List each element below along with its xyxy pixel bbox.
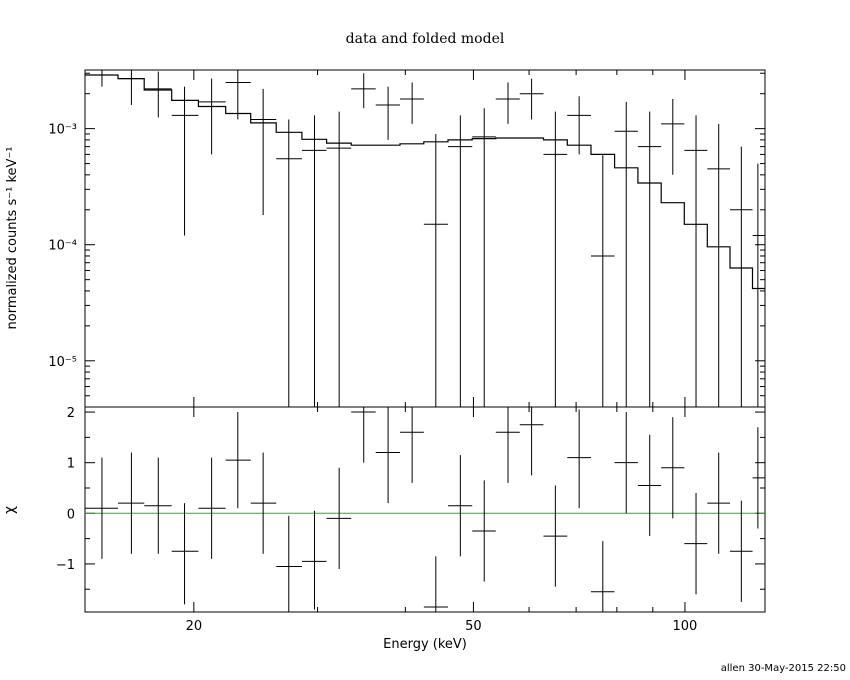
residual-panel: 2 1 0 −1 χ 20 50 100 Energy (keV) bbox=[2, 406, 766, 652]
spectrum-panel: 10⁻³ 10⁻⁴ 10⁻⁵ normalized counts s⁻¹ keV⁻¹ bbox=[5, 69, 766, 408]
data-point bbox=[399, 407, 424, 483]
data-point bbox=[399, 82, 424, 124]
y-tick-label: 10⁻³ bbox=[48, 123, 77, 138]
data-point bbox=[198, 78, 226, 155]
data-point bbox=[326, 111, 352, 407]
data-point bbox=[684, 493, 708, 595]
data-point bbox=[301, 510, 327, 610]
data-point bbox=[276, 515, 302, 612]
data-point bbox=[729, 500, 753, 602]
x-axis-label: Energy (keV) bbox=[383, 637, 467, 652]
residual-axis-ticks bbox=[85, 407, 765, 612]
data-point bbox=[519, 78, 544, 120]
y-tick-label: 1 bbox=[67, 457, 75, 472]
data-point bbox=[472, 480, 496, 582]
data-point bbox=[326, 467, 352, 569]
data-point bbox=[590, 154, 615, 407]
data-point bbox=[171, 503, 199, 605]
data-point bbox=[495, 407, 520, 483]
data-point bbox=[171, 86, 199, 236]
data-point bbox=[144, 71, 172, 118]
residual-data-points bbox=[85, 407, 765, 612]
data-point bbox=[707, 123, 730, 407]
data-point bbox=[590, 541, 615, 612]
data-point bbox=[225, 412, 251, 509]
data-point bbox=[423, 556, 448, 612]
data-point bbox=[637, 434, 662, 537]
data-point bbox=[661, 99, 685, 175]
y-tick-label: 10⁻⁴ bbox=[48, 239, 77, 254]
model-line bbox=[85, 74, 765, 290]
data-point bbox=[684, 115, 708, 407]
spectrum-y-axis-label: normalized counts s⁻¹ keV⁻¹ bbox=[5, 147, 20, 330]
data-point bbox=[543, 485, 568, 587]
model-histogram bbox=[85, 74, 765, 290]
y-tick-label: 10⁻⁵ bbox=[48, 355, 77, 370]
data-point bbox=[198, 457, 226, 559]
data-point bbox=[472, 108, 496, 407]
data-point bbox=[144, 457, 172, 554]
y-tick-label: 0 bbox=[67, 507, 75, 522]
data-point bbox=[637, 111, 662, 407]
data-point bbox=[729, 146, 753, 407]
data-point bbox=[276, 119, 302, 407]
data-point bbox=[351, 407, 376, 463]
data-point bbox=[250, 88, 277, 216]
data-point bbox=[661, 417, 685, 519]
data-point bbox=[301, 115, 327, 407]
data-point bbox=[447, 455, 473, 557]
chart-title: data and folded model bbox=[346, 31, 505, 47]
data-point bbox=[118, 452, 145, 554]
data-point bbox=[85, 457, 119, 559]
data-point bbox=[423, 133, 448, 407]
data-point bbox=[85, 70, 119, 87]
x-tick-label: 20 bbox=[186, 619, 203, 634]
spectrum-frame bbox=[84, 69, 766, 408]
residual-y-axis-label: χ bbox=[2, 506, 18, 514]
x-tick-labels: 20 50 100 bbox=[186, 619, 698, 634]
data-point bbox=[447, 115, 473, 407]
data-point bbox=[752, 427, 765, 529]
data-point bbox=[567, 409, 591, 509]
residual-y-tick-labels: 2 1 0 −1 bbox=[56, 406, 75, 573]
data-point bbox=[519, 407, 544, 476]
spectrum-axis-ticks bbox=[85, 70, 765, 408]
data-point bbox=[495, 82, 520, 124]
data-point bbox=[752, 163, 765, 407]
data-point bbox=[614, 412, 638, 514]
data-point bbox=[375, 86, 400, 140]
data-point bbox=[351, 73, 376, 109]
y-tick-label: 2 bbox=[67, 406, 75, 421]
data-point bbox=[543, 111, 568, 407]
residual-frame bbox=[84, 406, 766, 613]
data-point bbox=[707, 452, 730, 554]
spectrum-data-points bbox=[85, 70, 765, 407]
data-point bbox=[567, 96, 591, 155]
data-point bbox=[225, 70, 251, 120]
x-tick-label: 100 bbox=[673, 619, 698, 634]
spectrum-y-tick-labels: 10⁻³ 10⁻⁴ 10⁻⁵ bbox=[48, 123, 77, 370]
footer-stamp: allen 30-May-2015 22:50 bbox=[720, 663, 846, 674]
data-point bbox=[250, 452, 277, 554]
y-tick-label: −1 bbox=[56, 558, 75, 573]
data-point bbox=[118, 70, 145, 105]
data-point bbox=[614, 101, 638, 407]
data-point bbox=[375, 407, 400, 504]
x-tick-label: 50 bbox=[465, 619, 482, 634]
